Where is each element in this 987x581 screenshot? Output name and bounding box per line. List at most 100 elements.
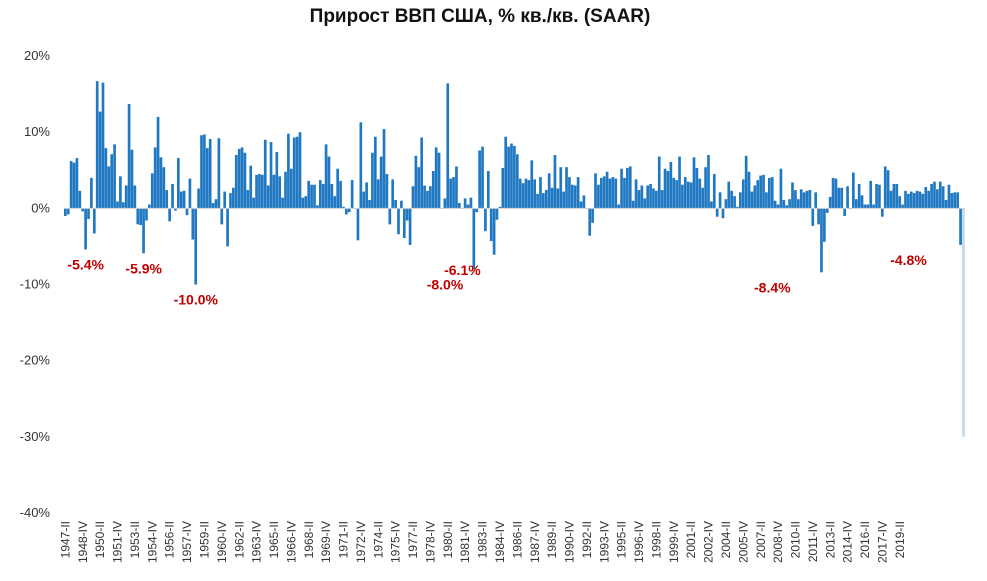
- bar: [623, 177, 626, 209]
- bar: [176, 158, 180, 209]
- x-tick-label: 1971-II: [337, 521, 351, 558]
- bar: [391, 179, 395, 209]
- annotations-group: -5.4% -5.9% -10.0% -8.0%-6.1% -8.4% -4.8%: [67, 252, 927, 308]
- bar: [817, 208, 820, 225]
- x-axis: 1947-II 1948-IV 1950-II 1951-IV 1953-II 1954-…: [58, 521, 906, 563]
- bar: [408, 208, 412, 245]
- bar: [336, 168, 339, 209]
- bar: [556, 188, 560, 209]
- bar: [744, 155, 748, 209]
- bar: [246, 190, 250, 209]
- bar: [828, 196, 832, 209]
- bar: [469, 197, 473, 209]
- x-tick-label: 1962-II: [232, 521, 246, 558]
- bar: [692, 157, 696, 209]
- bar: [327, 156, 331, 209]
- bar: [724, 199, 728, 209]
- bar: [834, 178, 838, 209]
- bar: [182, 190, 186, 209]
- bar: [626, 167, 629, 209]
- annotation-label: -6.1%: [444, 262, 481, 278]
- bar: [156, 116, 160, 209]
- bar: [426, 190, 429, 209]
- bar: [350, 180, 354, 209]
- bar: [794, 190, 797, 209]
- bar: [550, 187, 554, 209]
- bar: [573, 185, 577, 209]
- bar: [614, 178, 618, 209]
- x-tick-label: 1965-II: [267, 521, 281, 558]
- x-tick-label: 1983-II: [476, 521, 490, 558]
- x-tick-label: 2011-IV: [806, 521, 820, 562]
- bar: [695, 167, 699, 209]
- bar: [443, 198, 447, 209]
- bar: [171, 183, 174, 209]
- bar: [463, 198, 467, 209]
- x-tick-label: 2017-IV: [875, 521, 889, 563]
- bar: [263, 139, 267, 209]
- x-tick-label: 2016-II: [858, 521, 872, 558]
- bar: [342, 206, 345, 209]
- bar: [492, 208, 496, 255]
- bar: [359, 122, 363, 209]
- bar: [229, 193, 232, 209]
- bar: [64, 208, 67, 216]
- bar: [915, 190, 919, 209]
- x-tick-label: 1953-II: [128, 521, 142, 558]
- bar: [886, 170, 890, 209]
- x-tick-label: 1974-II: [371, 521, 385, 558]
- bar: [95, 81, 99, 209]
- bar: [588, 208, 592, 236]
- chart-title: Прирост ВВП США, % кв./кв. (SAAR): [310, 6, 651, 27]
- bar: [417, 167, 421, 209]
- bar: [130, 149, 134, 209]
- bar: [921, 193, 925, 209]
- annotation-label: -5.9%: [125, 260, 162, 276]
- x-tick-label: 1989-II: [545, 521, 559, 558]
- bar: [872, 204, 875, 209]
- bar: [313, 184, 316, 209]
- x-tick-label: 1948-IV: [76, 521, 90, 563]
- bar: [205, 148, 209, 209]
- bar: [98, 111, 102, 209]
- bar: [611, 177, 615, 209]
- bar: [321, 183, 325, 209]
- bar: [689, 182, 693, 209]
- bar: [579, 201, 583, 209]
- x-tick-label: 1975-IV: [389, 521, 403, 563]
- bar: [750, 191, 754, 209]
- bar: [185, 208, 189, 216]
- bar: [333, 196, 337, 209]
- bar: [904, 190, 907, 209]
- bar: [912, 193, 916, 209]
- bar: [92, 208, 96, 234]
- bar: [287, 133, 290, 209]
- bar: [515, 154, 519, 209]
- bar: [883, 166, 887, 209]
- bar: [458, 203, 461, 209]
- x-tick-label: 1993-IV: [597, 521, 611, 563]
- bar: [741, 179, 745, 209]
- bar: [150, 173, 154, 209]
- bar: [889, 190, 893, 209]
- bar: [704, 167, 707, 209]
- bar: [162, 167, 166, 209]
- bar: [825, 208, 829, 213]
- bar: [501, 167, 505, 209]
- bar: [385, 174, 389, 209]
- bar: [382, 129, 386, 209]
- bar: [237, 148, 241, 209]
- bar: [124, 185, 128, 209]
- bar: [631, 200, 635, 209]
- bar: [145, 208, 148, 221]
- bar: [220, 208, 224, 225]
- bar: [857, 183, 861, 209]
- bar: [808, 190, 812, 209]
- bar: [675, 180, 678, 209]
- bar: [698, 178, 702, 209]
- bar: [72, 162, 76, 209]
- bar: [339, 180, 342, 209]
- bar: [240, 147, 244, 209]
- bar: [539, 177, 542, 209]
- bar: [478, 150, 481, 209]
